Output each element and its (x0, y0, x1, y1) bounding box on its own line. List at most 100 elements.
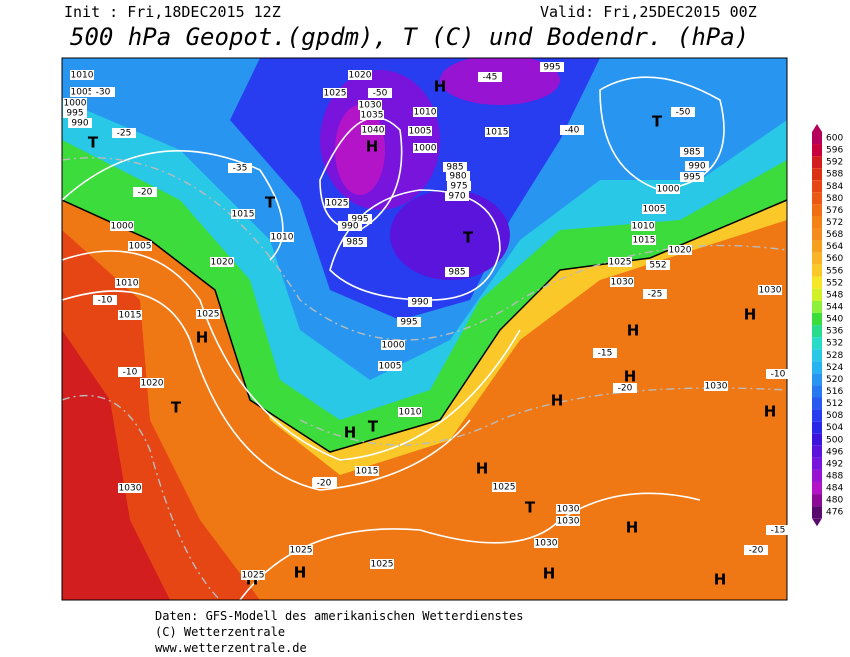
colorbar-label: 596 (826, 146, 843, 156)
colorbar-tip (812, 518, 822, 527)
pressure-center: T (525, 499, 536, 517)
contour-label: 1030 (119, 484, 142, 494)
contour-label: -10 (123, 368, 138, 378)
low-core (390, 190, 510, 280)
colorbar-label: 588 (826, 170, 843, 180)
label-box (355, 466, 379, 476)
label-box (118, 483, 142, 493)
label-box (680, 172, 704, 182)
label-box (70, 87, 94, 97)
contour-label: 985 (448, 268, 465, 278)
colorbar-swatch (812, 433, 822, 446)
colorbar-label: 556 (826, 266, 843, 276)
label-box (93, 295, 117, 305)
colorbar-swatch (812, 156, 822, 169)
label-box (704, 381, 728, 391)
label-box (68, 118, 92, 128)
contour-label: -30 (96, 88, 111, 98)
colorbar-label: 592 (826, 158, 843, 168)
contour-label: 1015 (119, 311, 142, 321)
label-box (413, 143, 437, 153)
label-box (112, 128, 136, 138)
colorbar-label: 476 (826, 508, 843, 518)
footer-copyright: (C) Wetterzentrale (155, 625, 285, 639)
colorbar-swatch (812, 445, 822, 458)
contour-label: 1030 (557, 517, 580, 527)
isobar (329, 189, 501, 301)
contour-label: 1005 (129, 242, 152, 252)
label-box (492, 482, 516, 492)
contour-label: 1010 (71, 71, 94, 81)
label-box (241, 570, 265, 580)
contour-label: 1010 (116, 279, 139, 289)
colorbar-label: 564 (826, 242, 843, 252)
label-box (338, 221, 362, 231)
contour-label: 1025 (290, 546, 313, 556)
label-box (118, 367, 142, 377)
contour-label: -40 (565, 126, 580, 136)
contour-label: 985 (346, 238, 363, 248)
colorbar: 600 596 592 588 584 580 576 572 568 564 560 556 552 5… (812, 123, 843, 527)
colorbar-swatch (812, 216, 822, 229)
colorbar-label: 512 (826, 399, 843, 409)
label-box (381, 340, 405, 350)
label-box (478, 72, 502, 82)
contour-label: 1025 (493, 483, 516, 493)
colorbar-swatch (812, 337, 822, 350)
contour-label: -15 (598, 349, 613, 359)
pressure-center: H (344, 424, 357, 442)
colorbar-swatch (812, 325, 822, 338)
colorbar-swatch (812, 506, 822, 519)
colorbar-swatch (812, 144, 822, 157)
colorbar-swatch (812, 228, 822, 241)
label-box (556, 516, 580, 526)
contour-label: 1030 (705, 382, 728, 392)
contour-label: 1010 (414, 108, 437, 118)
contour-label: -25 (117, 129, 132, 139)
contour-label: -20 (138, 188, 153, 198)
label-box (608, 257, 632, 267)
colorbar-swatch (812, 313, 822, 326)
footer-source: Daten: GFS-Modell des amerikanischen Wet… (155, 609, 523, 623)
colorbar-swatch (812, 373, 822, 386)
contour-label: 1010 (271, 233, 294, 243)
label-box (398, 407, 422, 417)
pressure-center: H (714, 571, 727, 589)
pressure-center: H (294, 564, 307, 582)
colorbar-swatch (812, 204, 822, 217)
colorbar-label: 568 (826, 230, 843, 240)
label-box (445, 267, 469, 277)
label-box (610, 277, 634, 287)
pressure-center: H (627, 322, 640, 340)
contour-label: 1010 (632, 222, 655, 232)
contour-label: 1030 (759, 286, 782, 296)
footer-url: www.wetterzentrale.de (155, 641, 307, 655)
contour-label: -20 (317, 479, 332, 489)
contour-label: 1030 (611, 278, 634, 288)
label-box (413, 107, 437, 117)
colorbar-swatch (812, 421, 822, 434)
pressure-center: T (368, 418, 379, 436)
label-box (632, 235, 656, 245)
label-box (270, 232, 294, 242)
colorbar-label: 516 (826, 387, 843, 397)
contour-label: -50 (373, 89, 388, 99)
colorbar-label: 484 (826, 484, 843, 494)
contour-label: 1000 (382, 341, 405, 351)
label-box (766, 525, 790, 535)
colorbar-label: 520 (826, 375, 843, 385)
colorbar-swatch (812, 180, 822, 193)
isotherm (62, 394, 221, 600)
colorbar-label: 544 (826, 302, 843, 312)
colorbar-label: 532 (826, 339, 843, 349)
label-box (656, 184, 680, 194)
label-box (766, 369, 790, 379)
contour-label: 1015 (486, 128, 509, 138)
colorbar-swatch (812, 264, 822, 277)
pressure-center: H (434, 78, 447, 96)
label-box (231, 209, 255, 219)
contour-label: 995 (683, 173, 700, 183)
contour-label: 1005 (643, 205, 666, 215)
contour-label: 1005 (409, 127, 432, 137)
contour-label: -45 (483, 73, 498, 83)
